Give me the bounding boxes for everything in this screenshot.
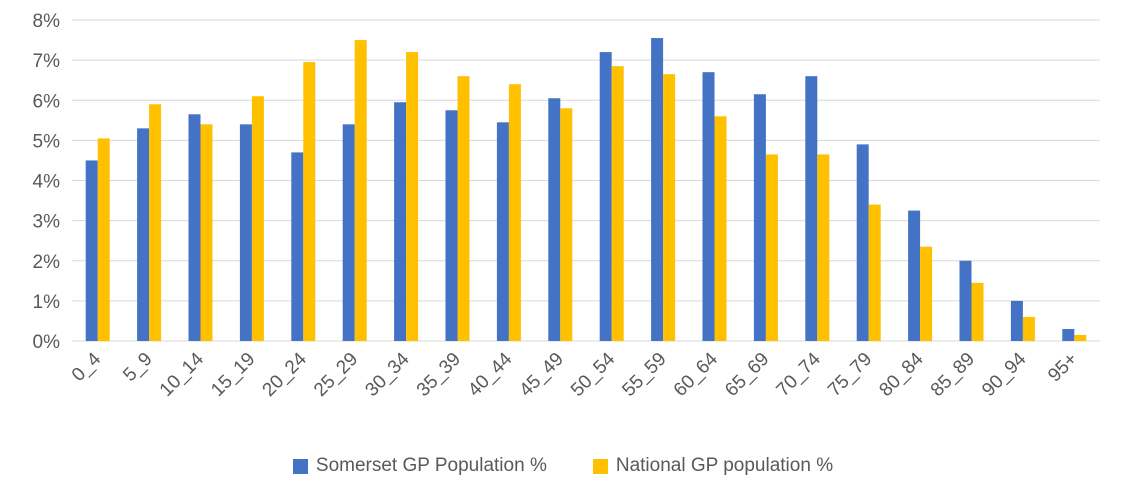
y-tick-label: 6%: [33, 91, 61, 112]
bar-national: [251, 96, 264, 341]
bar-national: [97, 138, 110, 341]
bar-national: [765, 154, 778, 341]
bar-national: [1074, 334, 1087, 341]
bar-somerset: [548, 98, 561, 342]
x-tick-label: 95+: [1044, 349, 1082, 387]
bar-chart-svg: 0% 1% 2% 3% 4% 5% 6% 7% 8% 0_4 5_9 10_14 15_19 20_24…: [33, 11, 1100, 401]
x-tick-label: 15_19: [207, 349, 259, 401]
y-tick-label: 7%: [33, 51, 61, 72]
bar-national: [406, 52, 419, 341]
bar-somerset: [445, 110, 458, 341]
legend: Somerset GP Population % National GP pop…: [0, 448, 1126, 484]
x-tick-label: 45_49: [516, 349, 568, 401]
bar-somerset: [342, 124, 355, 341]
legend-swatch-national: [592, 458, 608, 474]
x-tick-label: 70_74: [773, 348, 826, 401]
bar-somerset: [702, 72, 715, 341]
bar-national: [971, 282, 984, 341]
x-tick-label: 20_24: [259, 348, 312, 401]
y-tick-label: 1%: [33, 292, 61, 313]
bar-somerset: [856, 144, 869, 341]
x-tick-label: 35_39: [413, 349, 465, 401]
x-tick-label: 60_64: [670, 348, 723, 401]
bar-national: [714, 116, 727, 341]
x-tick-label: 10_14: [156, 348, 209, 401]
y-tick-label: 0%: [33, 332, 61, 353]
x-tick-label: 85_89: [927, 349, 979, 401]
x-tick-label: 65_69: [721, 349, 773, 401]
bar-somerset: [291, 152, 304, 341]
y-tick-label: 3%: [33, 212, 61, 233]
x-tick-label: 75_79: [824, 349, 876, 401]
bar-somerset: [805, 76, 818, 342]
x-tick-label: 25_29: [310, 349, 362, 401]
x-tick-label: 5_9: [119, 349, 156, 386]
bar-somerset: [188, 114, 201, 341]
bar-somerset: [496, 122, 509, 341]
y-tick-label: 5%: [33, 131, 61, 152]
bar-somerset: [959, 260, 972, 341]
x-tick-label: 30_34: [361, 348, 414, 401]
legend-item-somerset: Somerset GP Population %: [292, 455, 547, 477]
bar-somerset: [908, 210, 921, 341]
bar-national: [354, 40, 367, 341]
y-tick-label: 4%: [33, 172, 61, 193]
x-tick-label: 80_84: [875, 348, 928, 401]
bars: [85, 38, 1087, 342]
bar-national: [663, 74, 676, 341]
x-tick-label: 0_4: [68, 348, 106, 386]
bar-somerset: [651, 38, 664, 342]
y-tick-label: 2%: [33, 252, 61, 273]
bar-somerset: [1062, 328, 1075, 341]
bar-somerset: [239, 124, 252, 341]
x-tick-label: 90_94: [978, 348, 1031, 401]
bar-somerset: [1010, 300, 1023, 341]
gridlines: [72, 19, 1100, 342]
x-axis-tick-labels: 0_4 5_9 10_14 15_19 20_24 25_29 30_34 35_39 40_4…: [68, 348, 1082, 401]
x-tick-label: 55_59: [618, 349, 670, 401]
legend-label-somerset: Somerset GP Population %: [315, 455, 547, 476]
bar-national: [149, 104, 162, 341]
bar-national: [1022, 316, 1035, 341]
bar-national: [560, 108, 573, 342]
bar-national: [817, 154, 830, 341]
bar-somerset: [85, 160, 98, 341]
bar-national: [920, 246, 933, 341]
bar-national: [457, 76, 470, 342]
bar-somerset: [753, 94, 766, 341]
bar-national: [200, 124, 213, 341]
y-axis-tick-labels: 0% 1% 2% 3% 4% 5% 6% 7% 8%: [33, 11, 61, 353]
x-tick-label: 40_44: [464, 348, 517, 401]
bar-national: [508, 84, 521, 341]
legend-label-national: National GP population %: [615, 455, 834, 476]
x-tick-label: 50_54: [567, 348, 620, 401]
bar-somerset: [394, 102, 407, 341]
legend-swatch-somerset: [292, 458, 308, 474]
bar-national: [303, 62, 316, 341]
y-tick-label: 8%: [33, 11, 61, 32]
bar-somerset: [137, 128, 150, 341]
bar-somerset: [599, 52, 612, 341]
bar-national: [611, 66, 624, 342]
legend-item-national: National GP population %: [592, 455, 834, 477]
bar-national: [868, 204, 881, 341]
